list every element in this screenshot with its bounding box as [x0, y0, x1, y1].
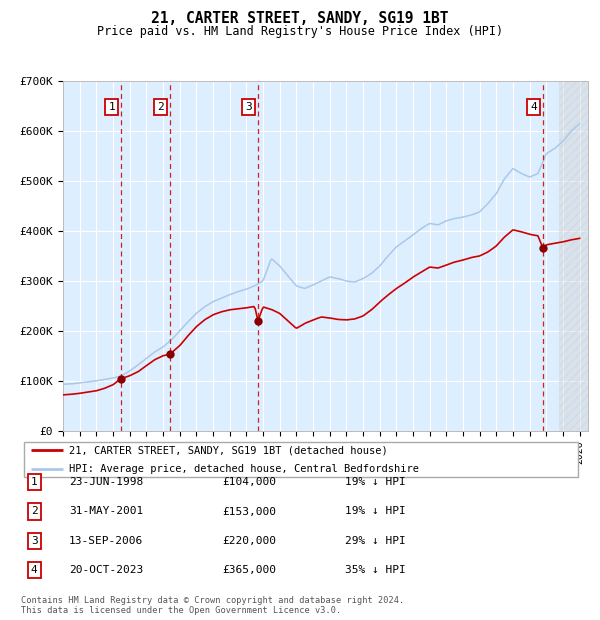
Text: 19% ↓ HPI: 19% ↓ HPI	[345, 507, 406, 516]
Text: Contains HM Land Registry data © Crown copyright and database right 2024.
This d: Contains HM Land Registry data © Crown c…	[21, 596, 404, 615]
Text: 3: 3	[31, 536, 38, 546]
Text: HPI: Average price, detached house, Central Bedfordshire: HPI: Average price, detached house, Cent…	[68, 464, 419, 474]
Bar	[559, 81, 588, 431]
Text: 21, CARTER STREET, SANDY, SG19 1BT (detached house): 21, CARTER STREET, SANDY, SG19 1BT (deta…	[68, 445, 388, 455]
Text: 2: 2	[157, 102, 164, 112]
Text: 4: 4	[530, 102, 537, 112]
Text: 3: 3	[245, 102, 252, 112]
Text: 1: 1	[31, 477, 38, 487]
Text: 21, CARTER STREET, SANDY, SG19 1BT: 21, CARTER STREET, SANDY, SG19 1BT	[151, 11, 449, 26]
Text: 29% ↓ HPI: 29% ↓ HPI	[345, 536, 406, 546]
Text: Price paid vs. HM Land Registry's House Price Index (HPI): Price paid vs. HM Land Registry's House …	[97, 25, 503, 38]
FancyBboxPatch shape	[24, 441, 578, 477]
Text: 2: 2	[31, 507, 38, 516]
Text: 23-JUN-1998: 23-JUN-1998	[69, 477, 143, 487]
Text: £153,000: £153,000	[222, 507, 276, 516]
Text: £104,000: £104,000	[222, 477, 276, 487]
Text: 13-SEP-2006: 13-SEP-2006	[69, 536, 143, 546]
Text: 20-OCT-2023: 20-OCT-2023	[69, 565, 143, 575]
Text: 35% ↓ HPI: 35% ↓ HPI	[345, 565, 406, 575]
Text: £220,000: £220,000	[222, 536, 276, 546]
Text: £365,000: £365,000	[222, 565, 276, 575]
Text: 4: 4	[31, 565, 38, 575]
Text: 1: 1	[108, 102, 115, 112]
Text: 19% ↓ HPI: 19% ↓ HPI	[345, 477, 406, 487]
Text: 31-MAY-2001: 31-MAY-2001	[69, 507, 143, 516]
